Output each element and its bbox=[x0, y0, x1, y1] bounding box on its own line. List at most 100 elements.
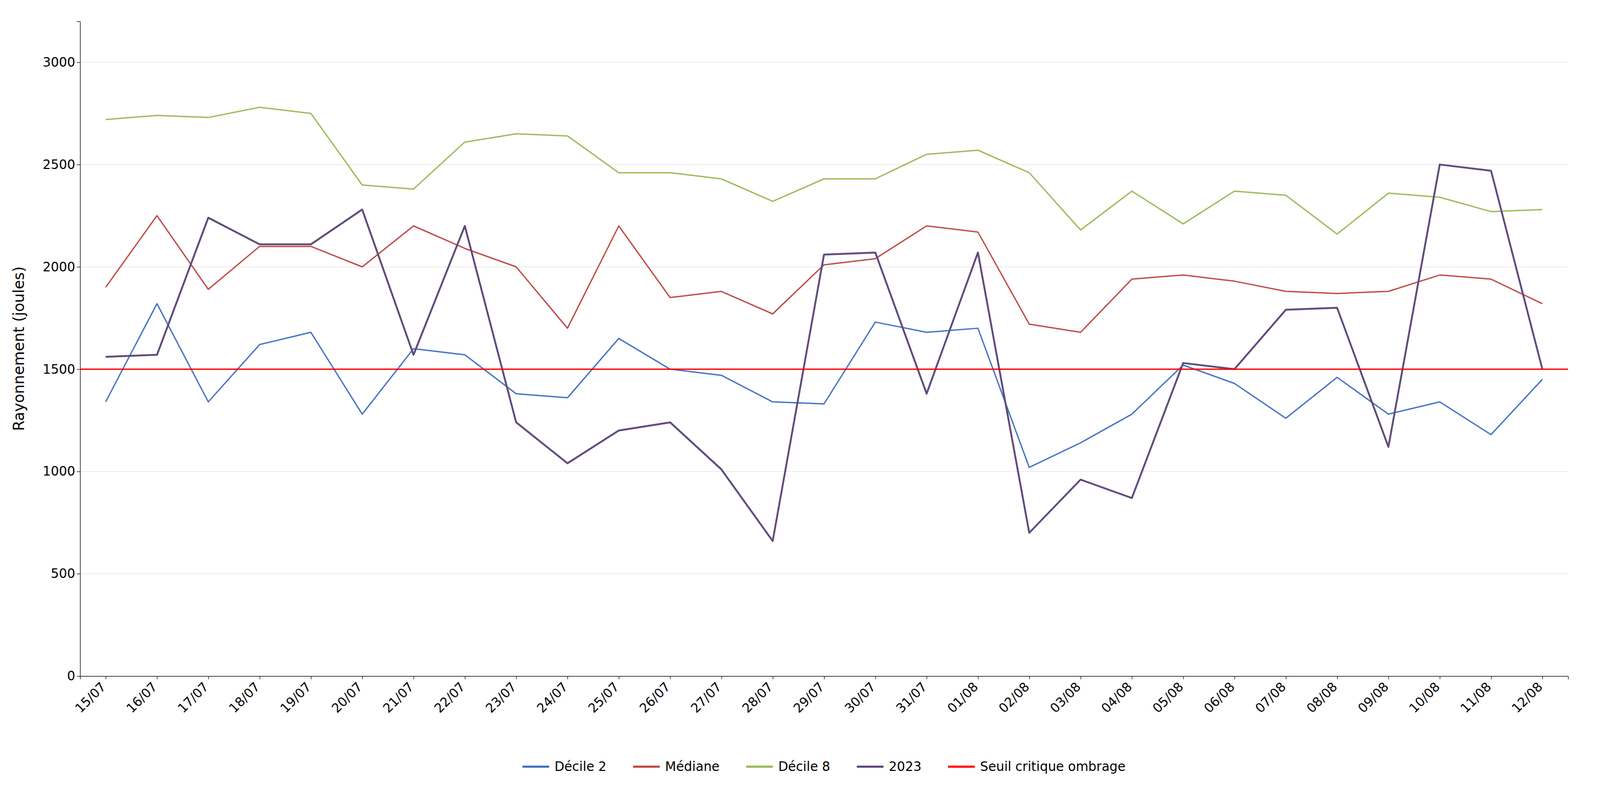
x-tick-mark bbox=[1337, 676, 1338, 680]
x-tick: 03/08 bbox=[1046, 676, 1084, 717]
x-tick-mark bbox=[1285, 676, 1287, 680]
x-tick-mark bbox=[310, 676, 312, 680]
y-tick-label: 3000 bbox=[42, 54, 76, 70]
x-tick-label: 18/07 bbox=[226, 679, 263, 717]
grid-line bbox=[80, 266, 1568, 268]
y-tick-label: 500 bbox=[50, 566, 76, 582]
y-tick: 1000 bbox=[42, 464, 80, 479]
x-tick-mark bbox=[1542, 676, 1543, 680]
y-tick-mark bbox=[76, 267, 80, 268]
x-tick-label: 15/07 bbox=[72, 679, 109, 717]
x-tick-mark bbox=[1439, 676, 1440, 680]
x-tick: 29/07 bbox=[790, 676, 828, 717]
y-tick-mark bbox=[76, 62, 80, 63]
x-tick: 20/07 bbox=[328, 676, 366, 717]
y-tick-mark bbox=[76, 471, 80, 472]
x-tick: 18/07 bbox=[226, 676, 263, 717]
x-tick-label: 24/07 bbox=[533, 679, 571, 717]
x-tick-label: 09/08 bbox=[1355, 679, 1392, 717]
x-tick-label: 10/08 bbox=[1406, 679, 1444, 717]
lines bbox=[80, 107, 1568, 542]
x-tick-mark bbox=[978, 676, 979, 680]
x-tick-mark bbox=[1029, 676, 1030, 680]
y-axis-line bbox=[76, 21, 81, 677]
y-tick-label: 2000 bbox=[42, 259, 76, 275]
legend-swatch bbox=[746, 765, 773, 768]
x-tick-mark bbox=[1234, 676, 1236, 680]
grid-line bbox=[80, 369, 1568, 370]
y-tick: 1500 bbox=[42, 362, 80, 378]
x-tick: 22/07 bbox=[431, 676, 469, 717]
legend-item: Décile 2 bbox=[522, 759, 607, 775]
x-tick: 12/08 bbox=[1508, 676, 1546, 717]
plot: 05001000150020002500300015/0716/0717/071… bbox=[42, 21, 1569, 717]
x-tick-mark bbox=[465, 676, 466, 680]
x-tick-mark bbox=[824, 676, 825, 680]
x-tick: 02/08 bbox=[995, 676, 1033, 717]
x-tick: 09/08 bbox=[1355, 676, 1392, 717]
x-axis: 15/0716/0717/0718/0719/0720/0721/0722/07… bbox=[72, 676, 1568, 717]
x-tick: 27/07 bbox=[688, 676, 725, 717]
series-line bbox=[105, 164, 1543, 542]
legend-label: Décile 8 bbox=[778, 759, 830, 775]
series-line bbox=[105, 304, 1543, 468]
legend-item: Seuil critique ombrage bbox=[948, 759, 1126, 775]
chart: 05001000150020002500300015/0716/0717/071… bbox=[0, 0, 1600, 788]
x-tick-mark bbox=[618, 676, 620, 680]
x-tick-mark bbox=[1388, 676, 1389, 680]
grid-line bbox=[80, 471, 1568, 472]
y-tick-mark bbox=[76, 164, 80, 166]
y-tick-mark bbox=[76, 676, 80, 677]
grid bbox=[80, 62, 1568, 677]
y-tick: 500 bbox=[50, 566, 80, 582]
x-tick-label: 25/07 bbox=[585, 679, 622, 717]
y-axis-title: Rayonnement (joules) bbox=[10, 266, 28, 432]
x-tick-label: 03/08 bbox=[1046, 679, 1084, 717]
x-tick: 30/07 bbox=[842, 676, 879, 717]
grid-line bbox=[80, 573, 1568, 575]
x-tick: 17/07 bbox=[174, 676, 212, 717]
x-tick: 15/07 bbox=[72, 676, 109, 717]
x-tick-mark bbox=[156, 676, 158, 680]
y-tick: 3000 bbox=[42, 54, 80, 70]
y-tick-label: 2500 bbox=[42, 157, 76, 173]
y-tick-label: 0 bbox=[67, 668, 76, 684]
threshold-line bbox=[80, 368, 1568, 371]
series-line bbox=[105, 216, 1543, 333]
y-tick: 2000 bbox=[42, 259, 80, 275]
x-tick: 01/08 bbox=[944, 676, 982, 717]
x-tick: 31/07 bbox=[893, 676, 931, 717]
x-tick-label: 29/07 bbox=[790, 679, 828, 717]
x-tick-mark bbox=[208, 676, 210, 680]
x-tick: 06/08 bbox=[1201, 676, 1238, 717]
legend-item: Médiane bbox=[633, 759, 720, 775]
x-tick-label: 30/07 bbox=[842, 679, 879, 717]
x-tick: 07/08 bbox=[1252, 676, 1290, 717]
x-tick-label: 02/08 bbox=[995, 679, 1033, 717]
x-tick: 19/07 bbox=[277, 676, 315, 717]
x-tick-label: 11/08 bbox=[1457, 679, 1495, 717]
x-tick-mark bbox=[721, 676, 723, 680]
x-tick-label: 04/08 bbox=[1098, 679, 1136, 717]
x-tick-label: 19/07 bbox=[277, 679, 315, 717]
x-tick-mark bbox=[567, 676, 568, 680]
x-tick: 21/07 bbox=[380, 676, 418, 717]
x-tick-mark bbox=[1182, 676, 1184, 680]
legend-label: Médiane bbox=[665, 759, 720, 775]
y-tick-mark bbox=[76, 369, 80, 370]
x-tick-mark bbox=[259, 676, 261, 680]
x-tick: 28/07 bbox=[739, 676, 776, 717]
grid-line bbox=[80, 164, 1568, 165]
x-tick: 10/08 bbox=[1406, 676, 1444, 717]
x-tick-label: 12/08 bbox=[1508, 679, 1546, 717]
legend-swatch bbox=[857, 765, 884, 768]
legend-label: Décile 2 bbox=[554, 759, 607, 775]
y-tick-label: 1500 bbox=[42, 362, 76, 378]
y-tick-mark bbox=[76, 573, 80, 575]
y-tick: 2500 bbox=[42, 157, 80, 173]
x-tick-mark bbox=[926, 676, 927, 680]
x-tick-label: 26/07 bbox=[636, 679, 674, 717]
x-tick: 23/07 bbox=[482, 676, 520, 717]
x-tick-mark bbox=[875, 676, 876, 680]
x-tick-mark bbox=[516, 676, 517, 680]
